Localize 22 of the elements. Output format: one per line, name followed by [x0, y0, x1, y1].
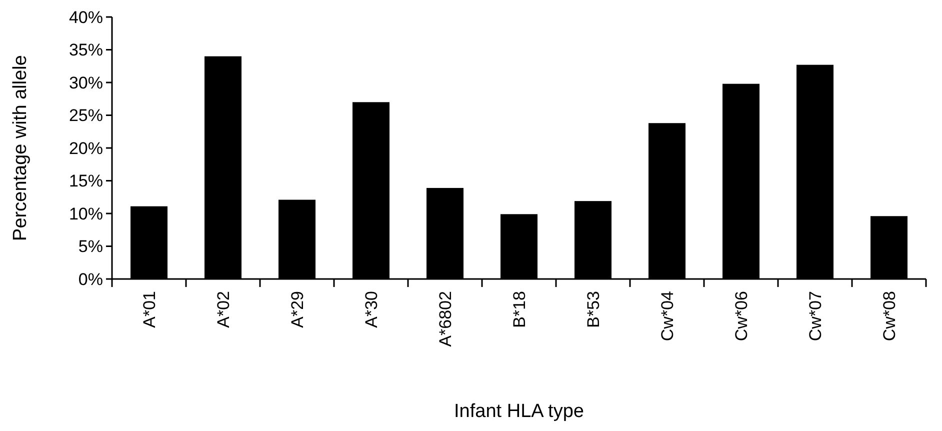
x-tick-label: B*18 [510, 291, 529, 328]
x-tick-label: Cw*08 [880, 291, 899, 342]
x-tick-label: A*30 [362, 291, 381, 328]
x-tick-label: Cw*06 [732, 291, 751, 342]
y-tick-label: 40% [68, 8, 103, 27]
y-tick-label: 30% [68, 73, 103, 92]
y-tick-label: 35% [68, 40, 103, 60]
y-tick-label: 15% [68, 172, 103, 191]
y-tick-label: 25% [68, 106, 103, 126]
x-tick-label: B*53 [584, 291, 603, 328]
y-axis-title: Percentage with allele [10, 55, 31, 241]
x-tick-label: A*29 [288, 291, 307, 328]
x-tick-label: Cw*04 [658, 291, 677, 342]
x-axis-title: Infant HLA type [454, 401, 584, 422]
x-tick-label: Cw*07 [806, 291, 825, 342]
y-tick-label: 0% [78, 270, 103, 289]
y-tick-label: 10% [68, 204, 103, 224]
y-tick-label: 5% [78, 237, 103, 256]
x-tick-label: A*6802 [436, 291, 455, 347]
x-tick-label: A*01 [140, 291, 159, 328]
x-tick-label: A*02 [214, 291, 233, 328]
y-tick-label: 20% [68, 138, 103, 158]
